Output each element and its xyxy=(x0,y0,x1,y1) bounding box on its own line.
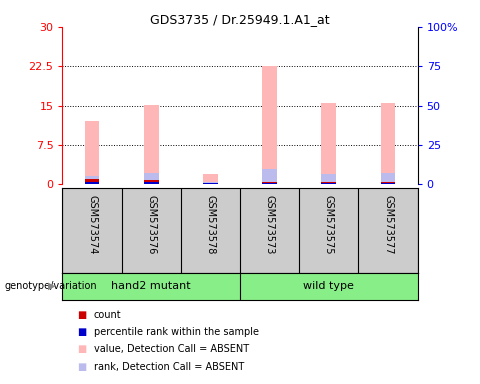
Bar xyxy=(203,182,218,184)
Text: ■: ■ xyxy=(77,344,86,354)
Bar xyxy=(84,121,99,184)
Text: GSM573575: GSM573575 xyxy=(324,195,334,255)
Text: ■: ■ xyxy=(77,310,86,320)
Bar xyxy=(203,174,218,184)
Bar xyxy=(262,169,277,184)
Bar xyxy=(262,66,277,184)
Title: GDS3735 / Dr.25949.1.A1_at: GDS3735 / Dr.25949.1.A1_at xyxy=(150,13,330,26)
Bar xyxy=(84,179,99,184)
Bar xyxy=(322,183,336,184)
Text: value, Detection Call = ABSENT: value, Detection Call = ABSENT xyxy=(94,344,249,354)
Text: hand2 mutant: hand2 mutant xyxy=(111,281,191,291)
Bar xyxy=(322,174,336,184)
Bar xyxy=(203,183,218,184)
Bar xyxy=(203,183,218,184)
Text: GSM573577: GSM573577 xyxy=(383,195,393,255)
Bar xyxy=(262,183,277,184)
Bar xyxy=(381,103,396,184)
Bar xyxy=(84,182,99,184)
Text: wild type: wild type xyxy=(303,281,354,291)
Text: GSM573573: GSM573573 xyxy=(264,195,275,254)
Bar xyxy=(381,173,396,184)
Text: genotype/variation: genotype/variation xyxy=(5,281,97,291)
Bar xyxy=(322,103,336,184)
Bar xyxy=(322,182,336,184)
Text: GSM573578: GSM573578 xyxy=(205,195,216,254)
Text: count: count xyxy=(94,310,121,320)
Text: ■: ■ xyxy=(77,327,86,337)
Text: GSM573576: GSM573576 xyxy=(146,195,156,254)
Text: ▶: ▶ xyxy=(48,281,55,291)
Bar xyxy=(381,182,396,184)
Bar xyxy=(144,104,158,184)
Bar xyxy=(144,180,158,184)
Text: GSM573574: GSM573574 xyxy=(87,195,97,254)
Bar xyxy=(144,173,158,184)
Bar xyxy=(381,183,396,184)
Bar xyxy=(262,182,277,184)
Text: ■: ■ xyxy=(77,362,86,372)
Text: percentile rank within the sample: percentile rank within the sample xyxy=(94,327,259,337)
Bar xyxy=(84,177,99,184)
Text: rank, Detection Call = ABSENT: rank, Detection Call = ABSENT xyxy=(94,362,244,372)
Bar xyxy=(144,182,158,184)
